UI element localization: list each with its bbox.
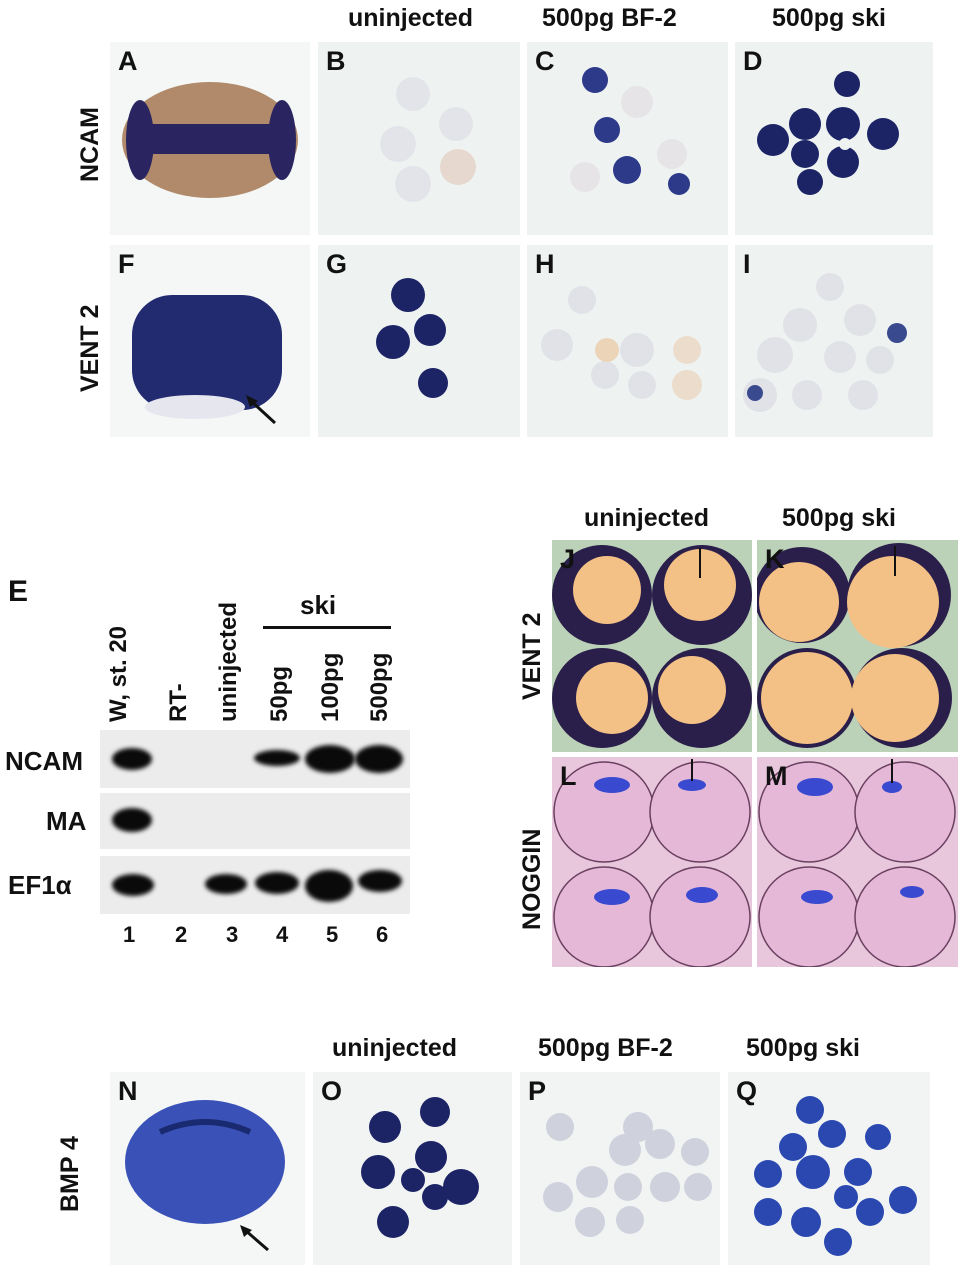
panel-label: C (535, 46, 555, 76)
row-label-vent2: VENT 2 (76, 304, 104, 392)
explants-image (754, 1096, 917, 1256)
lane-number-1: 1 (123, 922, 136, 947)
explants-image (380, 77, 476, 202)
band (355, 745, 403, 773)
panel-label: A (118, 46, 138, 76)
lane-label-1: W, st. 20 (105, 625, 132, 722)
panel-label: Q (736, 1076, 758, 1106)
explants-image (743, 273, 907, 412)
explants-image (541, 286, 702, 400)
panel-label: K (765, 544, 785, 574)
panel-label: D (743, 46, 763, 76)
header-q-ski: 500pg ski (746, 1034, 860, 1062)
panel-i: I (735, 245, 933, 437)
panel-l: L (552, 757, 752, 967)
lane-number-6: 6 (376, 922, 389, 947)
arrow-icon (240, 1225, 252, 1237)
panel-label: L (560, 761, 577, 791)
explants-image (570, 67, 690, 195)
panel-a: A (110, 42, 310, 235)
gel-row-ncam: NCAM (5, 746, 83, 776)
explants-image (361, 1097, 479, 1238)
panel-label: O (321, 1076, 343, 1106)
panel-h: H (527, 245, 728, 437)
gel-strip-ef1a (100, 856, 410, 914)
explants-image (757, 71, 899, 195)
arrow-icon (246, 395, 258, 407)
lane-label-4: 50pg (266, 665, 293, 722)
embryo-image (132, 295, 282, 425)
panel-d: D (735, 42, 933, 235)
panel-label: H (535, 249, 555, 279)
embryo-image (122, 82, 298, 198)
band (112, 874, 154, 896)
embryos-image (553, 759, 751, 967)
panel-label-e: E (8, 575, 29, 608)
panel-n: N (110, 1072, 305, 1265)
panel-label: I (743, 249, 751, 279)
panel-label: B (326, 46, 346, 76)
header-ski: 500pg ski (772, 4, 886, 32)
band (112, 748, 152, 770)
header-o-uninjected: uninjected (332, 1034, 458, 1062)
lane-label-6: 500pg (366, 652, 393, 722)
lane-number-5: 5 (326, 922, 339, 947)
panel-g: G (318, 245, 520, 437)
embryos-image (552, 545, 752, 748)
panel-label: F (118, 249, 135, 279)
gel-strip-ma (100, 793, 410, 849)
gel-row-ef1a: EF1α (8, 870, 72, 900)
panel-label: M (765, 761, 788, 791)
ski-group-line (263, 626, 391, 629)
lane-number-3: 3 (226, 922, 239, 947)
panel-label: J (560, 544, 576, 574)
band (358, 870, 402, 892)
panel-o: O (313, 1072, 512, 1265)
panel-q: Q (728, 1072, 930, 1265)
row-label-bmp4: BMP 4 (56, 1136, 84, 1212)
ski-group-label: ski (300, 590, 337, 620)
panel-j: J (552, 540, 752, 752)
panel-label: G (326, 249, 348, 279)
embryos-image (758, 759, 956, 967)
panel-c: C (527, 42, 728, 235)
band (112, 808, 152, 832)
panel-label: N (118, 1076, 138, 1106)
embryo-image (125, 1100, 285, 1252)
lane-label-5: 100pg (317, 652, 344, 722)
explants-image (543, 1112, 712, 1237)
row-label-vent2-right: VENT 2 (518, 612, 546, 700)
header-j-uninjected: uninjected (584, 504, 710, 532)
band (205, 874, 247, 894)
row-label-ncam: NCAM (76, 107, 104, 182)
embryos-image (757, 543, 952, 748)
header-bf2: 500pg BF-2 (542, 4, 677, 32)
header-k-ski: 500pg ski (782, 504, 896, 532)
band (254, 750, 300, 766)
band (305, 870, 353, 902)
panel-f: F (110, 245, 310, 437)
lane-label-3: uninjected (215, 601, 242, 722)
explants-image (376, 278, 448, 398)
lane-number-4: 4 (276, 922, 289, 947)
header-p-bf2: 500pg BF-2 (538, 1034, 673, 1062)
header-uninjected: uninjected (348, 4, 474, 32)
band (255, 872, 299, 894)
lane-label-2: RT- (165, 683, 192, 722)
row-label-noggin: NOGGIN (518, 828, 546, 930)
panel-p: P (520, 1072, 720, 1265)
band (305, 745, 355, 773)
panel-m: M (757, 757, 958, 967)
panel-label: P (528, 1076, 547, 1106)
panel-k: K (757, 540, 958, 752)
gel-row-ma: MA (46, 806, 87, 836)
panel-b: B (318, 42, 520, 235)
lane-number-2: 2 (175, 922, 188, 947)
gel-strip-ncam (100, 730, 410, 788)
